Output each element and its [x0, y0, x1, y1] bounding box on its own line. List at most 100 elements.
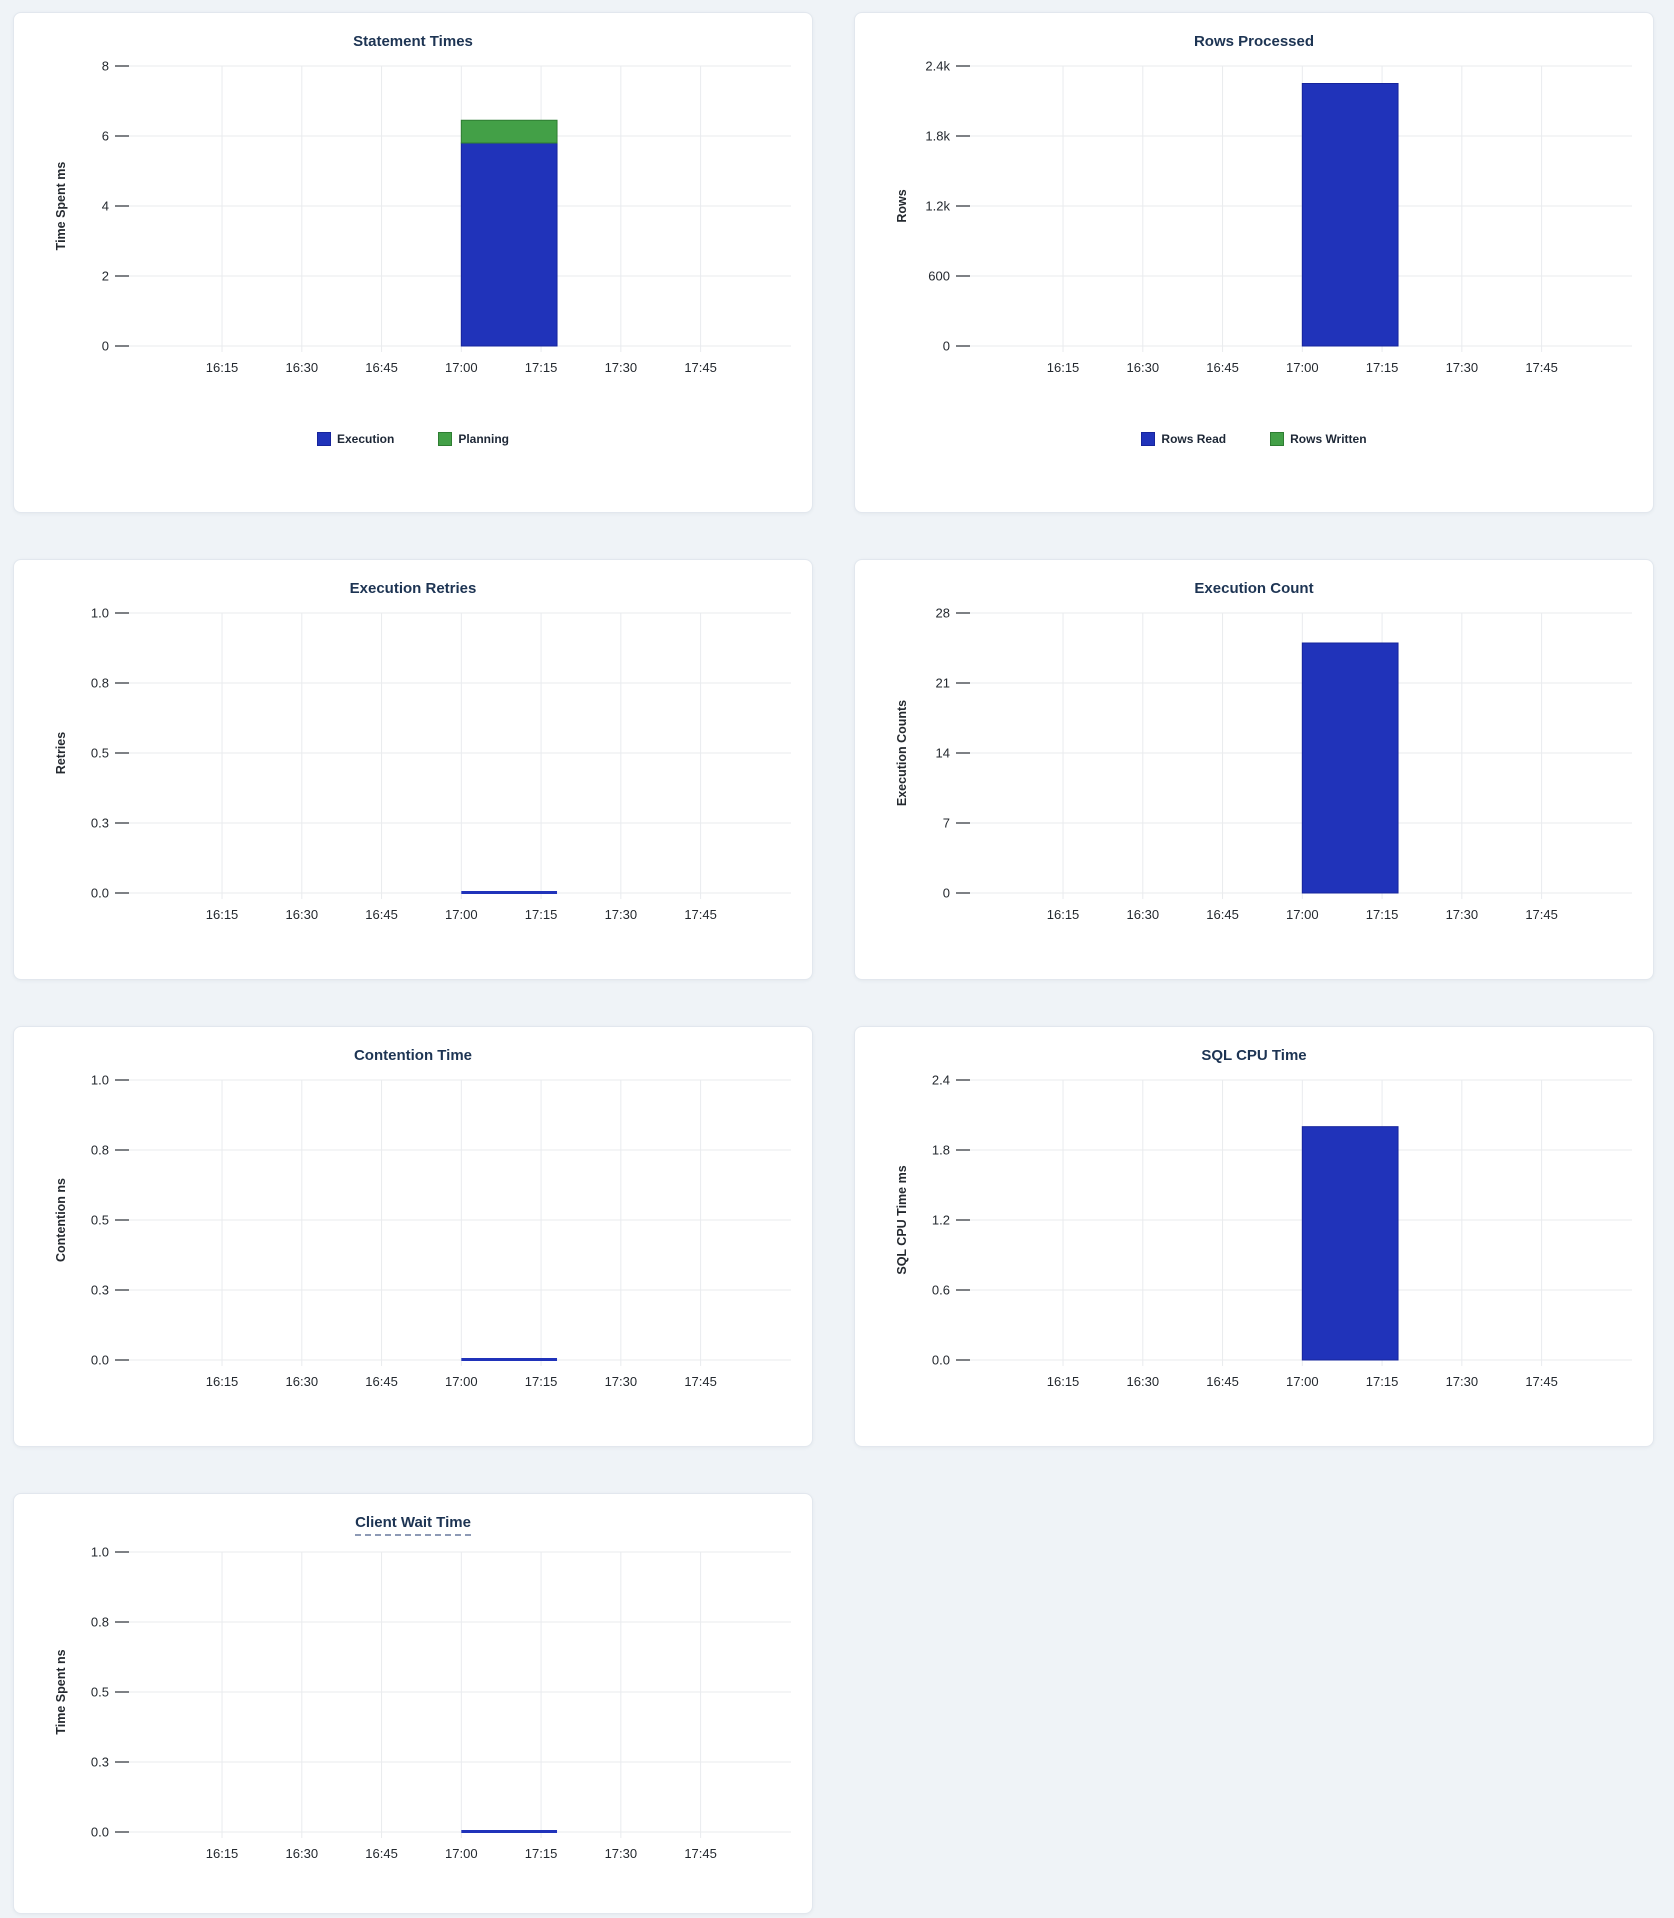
chart-card-rows-processed: Rows Processed 16:15 16:30 16:45 17:00 17:15…	[854, 12, 1654, 513]
x-tick-label: 17:30	[1446, 360, 1479, 375]
legend-item-planning: Planning	[438, 432, 509, 446]
y-tick-label: 0.3	[91, 1283, 109, 1298]
y-tick-label: 0	[102, 339, 109, 354]
chart-plot[interactable]: 16:15 16:30 16:45 17:00 17:15 17:30 17:45 0.0 0.…	[21, 603, 805, 933]
legend-label: Planning	[458, 432, 510, 446]
chart-card-statement-times: Statement Times 16:15 16:30 16:45 17:00 17:1…	[13, 12, 813, 513]
x-tick-label: 17:30	[605, 1374, 638, 1389]
y-tick-label: 0.3	[91, 816, 109, 831]
legend-item-execution: Execution	[316, 432, 395, 446]
y-tick-label: 0	[943, 339, 950, 354]
y-tick-label: 1.0	[91, 606, 109, 621]
x-tick-label: 16:30	[1127, 1374, 1160, 1389]
y-tick-label: 0.0	[932, 1353, 950, 1368]
y-axis-label: Contention ns	[54, 1178, 68, 1262]
legend-swatch	[1270, 432, 1285, 446]
bar-execution	[460, 142, 558, 347]
x-tick-label: 17:30	[605, 1846, 638, 1861]
y-axis-label: Execution Counts	[895, 700, 909, 806]
y-tick-label: 0.5	[91, 1685, 109, 1700]
x-tick-label: 16:15	[1047, 360, 1080, 375]
x-tick-label: 17:15	[525, 907, 558, 922]
chart-legend: Rows Read Rows Written	[862, 432, 1646, 446]
chart-title-row: Contention Time	[21, 1047, 805, 1064]
chart-svg-rows-processed: 16:15 16:30 16:45 17:00 17:15 17:30 17:45 0 600 1…	[895, 59, 1632, 375]
y-tick-label: 7	[943, 816, 950, 831]
y-tick-label: 0.0	[91, 1353, 109, 1368]
y-tick-label: 0.0	[91, 1825, 109, 1840]
x-tick-label: 17:45	[1525, 907, 1558, 922]
y-tick-label: 1.0	[91, 1073, 109, 1088]
chart-card-sql-cpu-time: SQL CPU Time 16:15 16:30 16:45 17:00 17:15 17…	[854, 1026, 1654, 1447]
chart-plot[interactable]: 16:15 16:30 16:45 17:00 17:15 17:30 17:45 0.0 0.…	[21, 1542, 805, 1872]
y-tick-label: 0	[943, 886, 950, 901]
x-tick-label: 16:45	[365, 1846, 398, 1861]
y-tick-label: 0.0	[91, 886, 109, 901]
y-tick-label: 21	[936, 676, 950, 691]
y-axis-label: Time Spent ns	[54, 1649, 68, 1734]
y-tick-label: 2.4k	[925, 59, 950, 74]
x-tick-label: 16:45	[1206, 907, 1239, 922]
chart-title-row: SQL CPU Time	[862, 1047, 1646, 1064]
x-tick-label: 16:30	[286, 907, 319, 922]
chart-title: Rows Processed	[1193, 33, 1315, 50]
y-tick-label: 0.8	[91, 1143, 109, 1158]
bar-planning	[460, 119, 558, 144]
x-tick-label: 17:15	[1366, 1374, 1399, 1389]
x-tick-label: 16:30	[286, 360, 319, 375]
bar-execution-count	[1301, 642, 1399, 894]
bar-sql-cpu-time	[1301, 1126, 1399, 1361]
x-tick-label: 17:30	[605, 907, 638, 922]
y-tick-label: 0.6	[932, 1283, 950, 1298]
x-tick-label: 17:45	[1525, 1374, 1558, 1389]
chart-title: Execution Retries	[349, 580, 477, 597]
x-tick-label: 16:30	[286, 1846, 319, 1861]
y-tick-label: 0.8	[91, 1615, 109, 1630]
chart-card-client-wait-time: Client Wait Time 16:15 16:30 16:45 17:00 17:…	[13, 1493, 813, 1914]
y-tick-label: 2.4	[932, 1073, 950, 1088]
chart-plot[interactable]: 16:15 16:30 16:45 17:00 17:15 17:30 17:45 0.0 0.…	[862, 1070, 1646, 1400]
x-tick-label: 16:15	[1047, 907, 1080, 922]
chart-svg-execution-retries: 16:15 16:30 16:45 17:00 17:15 17:30 17:45 0.0 0.…	[54, 606, 791, 922]
x-tick-label: 17:45	[1525, 360, 1558, 375]
x-tick-label: 17:15	[525, 1374, 558, 1389]
chart-plot[interactable]: 16:15 16:30 16:45 17:00 17:15 17:30 17:45 0 2 4 6 8…	[21, 56, 805, 386]
y-tick-label: 600	[928, 269, 950, 284]
y-tick-label: 4	[102, 199, 109, 214]
legend-label: Execution	[336, 432, 395, 446]
y-tick-label: 14	[936, 746, 950, 761]
chart-title-row: Statement Times	[21, 33, 805, 50]
x-tick-label: 17:45	[684, 360, 717, 375]
chart-svg-client-wait-time: 16:15 16:30 16:45 17:00 17:15 17:30 17:45 0.0 0.…	[54, 1545, 791, 1861]
x-tick-label: 17:00	[1286, 360, 1319, 375]
legend-swatch	[316, 432, 331, 446]
chart-plot[interactable]: 16:15 16:30 16:45 17:00 17:15 17:30 17:45 0.0 0.…	[21, 1070, 805, 1400]
chart-title-tooltip-trigger[interactable]: Client Wait Time	[355, 1514, 471, 1536]
chart-plot[interactable]: 16:15 16:30 16:45 17:00 17:15 17:30 17:45 0 7 14 2…	[862, 603, 1646, 933]
bar-rows-read	[1301, 83, 1399, 347]
y-tick-label: 8	[102, 59, 109, 74]
x-tick-label: 16:15	[206, 1846, 239, 1861]
y-axis-label: Time Spent ms	[54, 162, 68, 251]
x-tick-label: 17:00	[445, 907, 478, 922]
y-tick-label: 1.8	[932, 1143, 950, 1158]
chart-legend: Execution Planning	[21, 432, 805, 446]
x-tick-label: 17:00	[445, 360, 478, 375]
x-tick-label: 16:15	[206, 907, 239, 922]
chart-plot[interactable]: 16:15 16:30 16:45 17:00 17:15 17:30 17:45 0 600 1…	[862, 56, 1646, 386]
y-axis-label: Rows	[895, 189, 909, 222]
y-tick-label: 2	[102, 269, 109, 284]
chart-svg-execution-count: 16:15 16:30 16:45 17:00 17:15 17:30 17:45 0 7 14 2…	[895, 606, 1632, 922]
x-tick-label: 17:45	[684, 1846, 717, 1861]
legend-swatch	[438, 432, 453, 446]
y-tick-label: 6	[102, 129, 109, 144]
x-tick-label: 16:30	[286, 1374, 319, 1389]
chart-title-row: Client Wait Time	[21, 1514, 805, 1536]
y-axis-label: Retries	[54, 732, 68, 774]
x-tick-label: 16:45	[365, 907, 398, 922]
chart-card-execution-count: Execution Count 16:15 16:30 16:45 17:00 17:1…	[854, 559, 1654, 980]
legend-item-rows-read: Rows Read	[1141, 432, 1226, 446]
x-tick-label: 17:30	[605, 360, 638, 375]
x-tick-label: 17:15	[525, 1846, 558, 1861]
